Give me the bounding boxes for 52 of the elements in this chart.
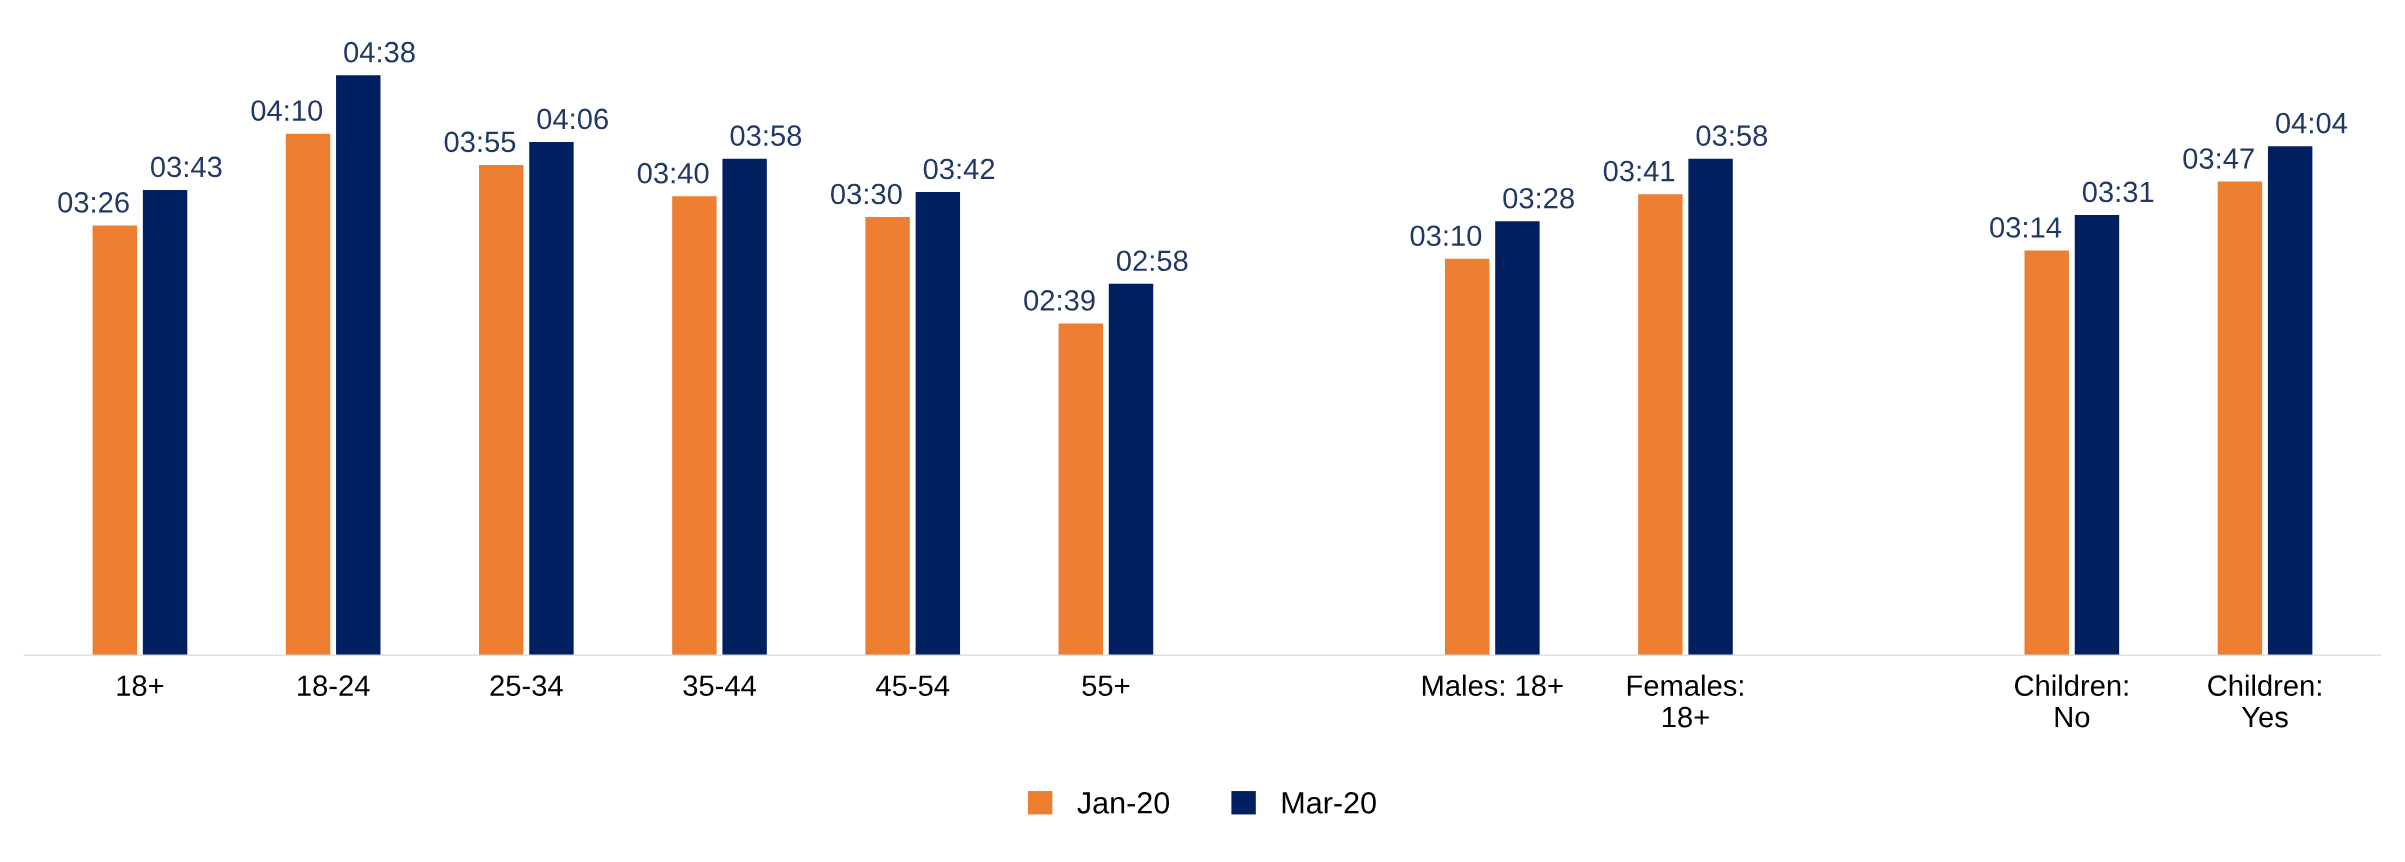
x-tick-label: Children: Yes [2208, 674, 2321, 728]
data-label: 03:58 [730, 125, 802, 146]
data-label: 03:42 [923, 158, 995, 180]
data-label: 03:58 [1696, 125, 1768, 146]
data-label: 03:40 [637, 162, 709, 184]
data-label: 04:10 [251, 100, 323, 121]
x-tick-label: Children: No [2014, 674, 2128, 728]
bar [1108, 283, 1154, 656]
bar [1495, 221, 1540, 656]
bar [1638, 194, 1683, 656]
bar [529, 141, 574, 656]
x-tick-label: Females: 18+ [1627, 674, 1743, 728]
bar [1444, 258, 1490, 656]
x-tick-label: 55+ [1082, 675, 1130, 696]
x-tick-label: 18+ [117, 675, 164, 696]
data-label: 03:31 [2082, 181, 2154, 203]
x-tick-label: 35-44 [683, 675, 756, 696]
data-label: 02:58 [1116, 250, 1188, 272]
data-label: 04:06 [537, 108, 608, 130]
bar [285, 133, 331, 656]
bar [336, 75, 381, 656]
data-label: 03:47 [2183, 148, 2254, 169]
bar [865, 217, 910, 656]
bar [92, 225, 138, 656]
bar [915, 192, 961, 656]
data-label: 03:26 [58, 192, 129, 213]
bar [1058, 323, 1104, 656]
data-label: 03:10 [1410, 225, 1482, 247]
x-tick-label: 45-54 [876, 675, 950, 696]
data-label: 03:14 [1990, 217, 2062, 238]
data-label: 04:38 [344, 41, 415, 63]
data-label: 03:28 [1503, 187, 1574, 209]
bar [722, 158, 767, 656]
data-label: 03:55 [444, 131, 516, 153]
data-label: 03:43 [150, 156, 222, 178]
bar [2024, 250, 2069, 656]
x-tick-label: 25-34 [490, 675, 563, 696]
bar [2074, 214, 2120, 656]
x-tick-label: Males: 18+ [1422, 674, 1563, 696]
bar [142, 189, 188, 656]
bar [2217, 181, 2263, 656]
data-label: 02:39 [1024, 290, 1095, 311]
data-label: 03:41 [1603, 160, 1675, 182]
x-tick-label: 18-24 [298, 675, 370, 696]
bar [479, 164, 524, 656]
bar [672, 196, 717, 656]
data-label: 04:04 [2276, 112, 2348, 134]
data-label: 03:30 [831, 183, 902, 205]
legend-label: Mar-20 [1282, 792, 1376, 814]
legend-label: Jan-20 [1077, 792, 1170, 814]
bar [2267, 146, 2313, 656]
bar [1688, 158, 1733, 656]
